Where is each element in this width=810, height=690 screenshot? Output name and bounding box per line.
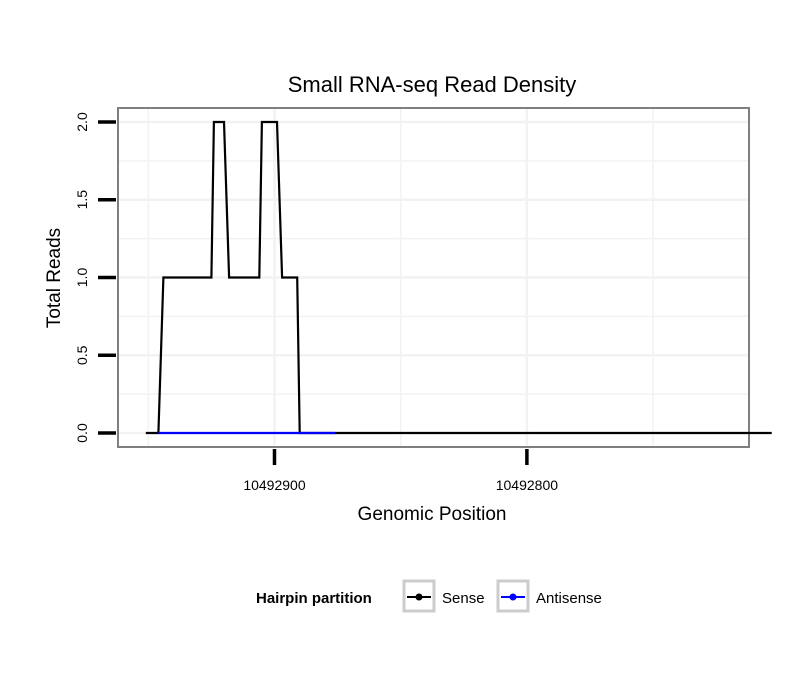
y-tick-label: 2.0 [74, 112, 90, 132]
legend-title: Hairpin partition [256, 590, 372, 607]
x-tick-label: 10492900 [243, 477, 306, 493]
legend-key-antisense-point [509, 593, 517, 601]
legend-item-sense[interactable]: Sense [402, 579, 485, 613]
y-tick-label: 0.0 [74, 423, 90, 443]
legend-item-antisense[interactable]: Antisense [496, 579, 602, 613]
chart-title: Small RNA-seq Read Density [288, 72, 577, 97]
legend-key-sense-point [415, 593, 423, 601]
y-axis-ticks: 0.0 0.5 1.0 1.5 2.0 [74, 112, 116, 443]
series-sense-line [145, 120, 772, 435]
y-tick-label: 1.0 [74, 268, 90, 288]
x-axis-ticks: 10492900 10492800 [243, 449, 558, 493]
legend-label-antisense: Antisense [536, 590, 602, 607]
y-axis-title: Total Reads [44, 228, 65, 328]
x-tick-label: 10492800 [496, 477, 559, 493]
legend-label-sense: Sense [442, 590, 485, 607]
x-axis-title: Genomic Position [358, 504, 507, 525]
series-layer [145, 120, 772, 435]
legend: Hairpin partition Sense Antisense [256, 579, 602, 613]
y-tick-label: 1.5 [74, 190, 90, 210]
y-tick-label: 0.5 [74, 345, 90, 365]
grid [118, 108, 749, 447]
plot-panel [117, 107, 750, 448]
